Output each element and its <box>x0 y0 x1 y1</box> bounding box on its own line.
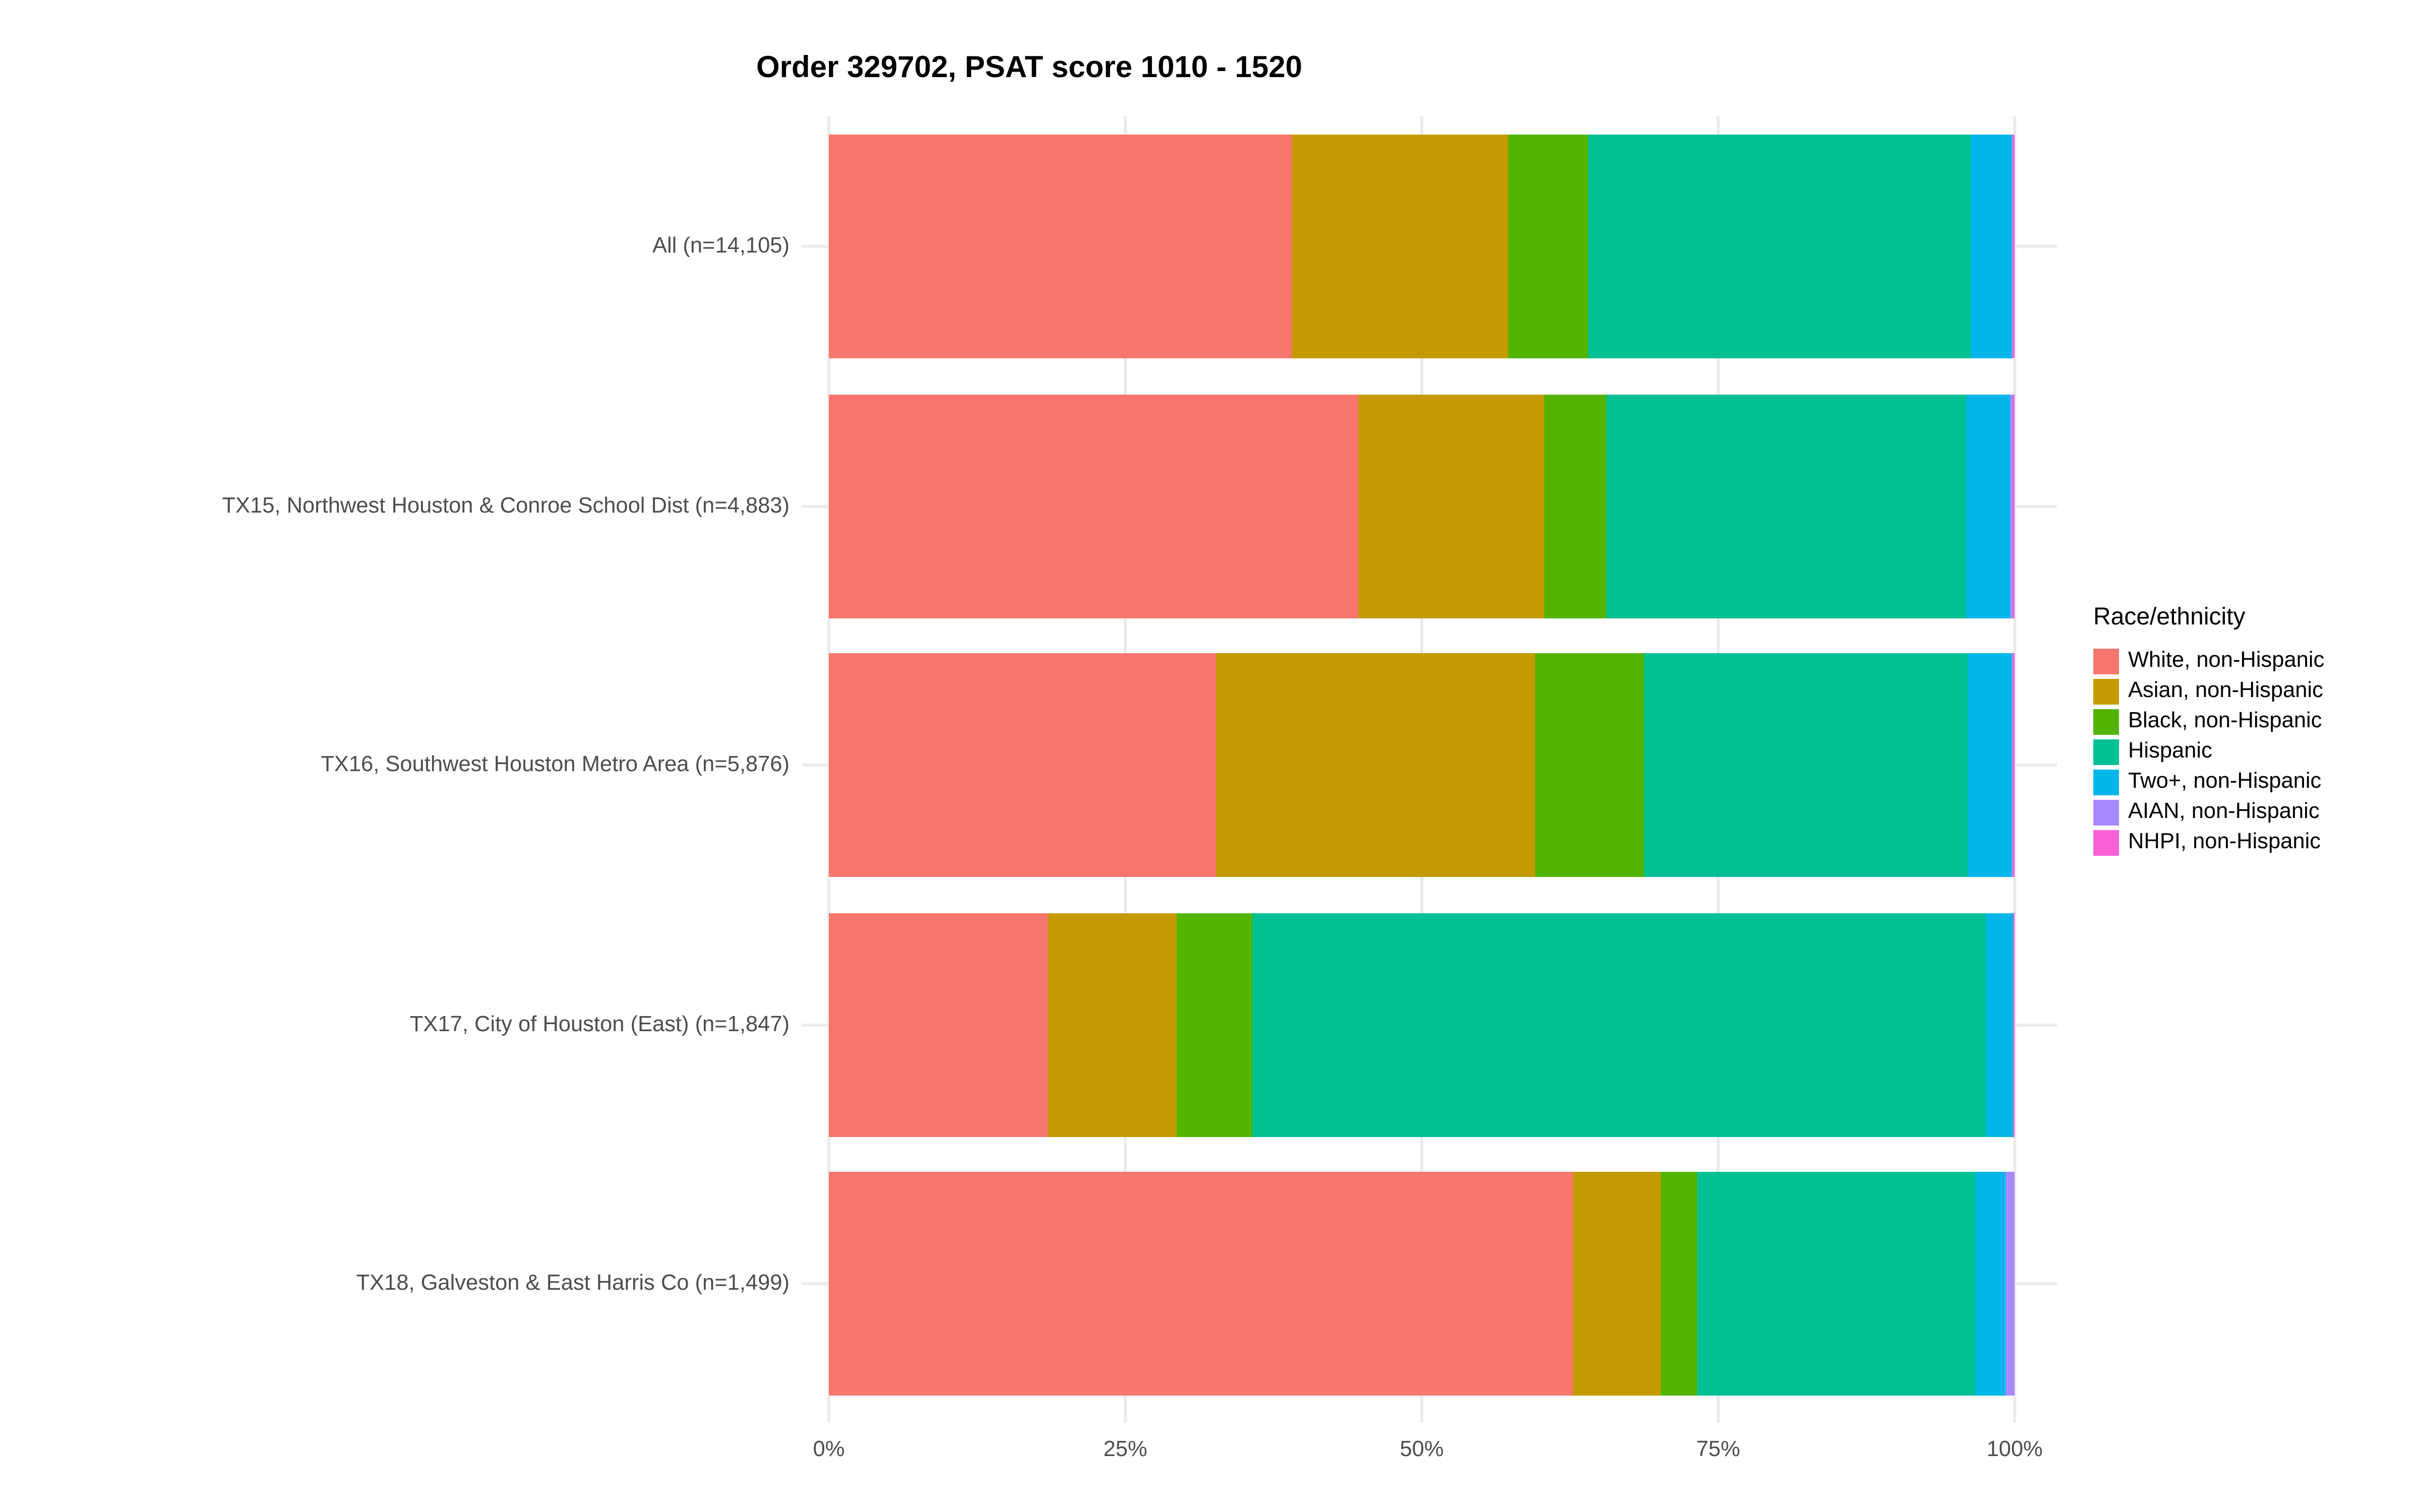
bar-segment-nhpi-non-hispanic <box>2013 135 2015 358</box>
bar-segment-white-non-hispanic <box>829 394 1358 618</box>
legend-label: NHPI, non-Hispanic <box>2128 830 2321 854</box>
bar-segment-white-non-hispanic <box>829 912 1049 1137</box>
legend-label: Black, non-Hispanic <box>2128 709 2322 733</box>
x-axis-tick-label: 25% <box>1103 1438 1147 1462</box>
bar-segment-twoplus-non-hispanic <box>1967 653 2011 877</box>
bar-segment-hispanic <box>1645 653 1967 877</box>
bar-segment-asian-non-hispanic <box>1572 1172 1660 1396</box>
legend-label: AIAN, non-Hispanic <box>2128 800 2320 824</box>
legend-label: White, non-Hispanic <box>2128 649 2325 673</box>
legend-swatch-asian-non-hispanic <box>2093 678 2119 704</box>
bar-row <box>829 135 2015 358</box>
bar-segment-white-non-hispanic <box>829 1172 1572 1396</box>
bar-segment-nhpi-non-hispanic <box>2013 653 2015 877</box>
legend: Race/ethnicity White, non-Hispanic Asian,… <box>2093 605 2324 857</box>
x-axis-tick-label: 100% <box>1986 1438 2043 1462</box>
bar-segment-aian-non-hispanic <box>2011 135 2013 358</box>
legend-label: Hispanic <box>2128 739 2212 764</box>
legend-item-twoplus-non-hispanic: Two+, non-Hispanic <box>2093 767 2324 797</box>
y-axis-category-label: TX17, City of Houston (East) (n=1,847) <box>409 1012 790 1037</box>
bar-segment-white-non-hispanic <box>829 135 1292 358</box>
legend-label: Two+, non-Hispanic <box>2128 770 2322 794</box>
bar-segment-black-non-hispanic <box>1544 394 1606 618</box>
bar-segment-aian-non-hispanic <box>2011 653 2014 877</box>
x-axis-tick-label: 0% <box>813 1438 845 1462</box>
bar-segment-black-non-hispanic <box>1535 653 1645 877</box>
legend-item-nhpi-non-hispanic: NHPI, non-Hispanic <box>2093 827 2324 857</box>
bar-row <box>829 912 2015 1137</box>
legend-items: White, non-Hispanic Asian, non-Hispanic Bl… <box>2093 646 2324 857</box>
bar-segment-asian-non-hispanic <box>1048 912 1178 1137</box>
bar-segment-twoplus-non-hispanic <box>1975 1172 2007 1396</box>
bar-segment-white-non-hispanic <box>829 653 1217 877</box>
legend-item-white-non-hispanic: White, non-Hispanic <box>2093 646 2324 676</box>
bar-segment-black-non-hispanic <box>1177 912 1252 1137</box>
y-axis-category-label: All (n=14,105) <box>652 234 790 259</box>
bar-segment-twoplus-non-hispanic <box>1970 135 2011 358</box>
legend-item-black-non-hispanic: Black, non-Hispanic <box>2093 706 2324 736</box>
bar-segment-hispanic <box>1605 394 1966 618</box>
bar-segment-hispanic <box>1588 135 1971 358</box>
x-axis-tick-label: 75% <box>1696 1438 1740 1462</box>
bar-segment-nhpi-non-hispanic <box>2013 394 2015 618</box>
bar-segment-black-non-hispanic <box>1508 135 1588 358</box>
y-axis-category-label: TX18, Galveston & East Harris Co (n=1,49… <box>356 1272 790 1296</box>
legend-item-hispanic: Hispanic <box>2093 736 2324 767</box>
bar-segment-asian-non-hispanic <box>1291 135 1508 358</box>
bar-row <box>829 394 2015 618</box>
legend-item-asian-non-hispanic: Asian, non-Hispanic <box>2093 676 2324 706</box>
legend-swatch-black-non-hispanic <box>2093 708 2119 734</box>
bar-row <box>829 1172 2015 1396</box>
x-axis-tick-label: 50% <box>1400 1438 1444 1462</box>
bar-segment-aian-non-hispanic <box>2006 1172 2015 1396</box>
legend-swatch-aian-non-hispanic <box>2093 799 2119 825</box>
bar-segment-twoplus-non-hispanic <box>1986 912 2014 1137</box>
bar-row <box>829 653 2015 877</box>
bar-segment-aian-non-hispanic <box>2010 394 2013 618</box>
bar-segment-asian-non-hispanic <box>1357 394 1544 618</box>
bar-segment-hispanic <box>1697 1172 1976 1396</box>
y-axis-category-label: TX16, Southwest Houston Metro Area (n=5,… <box>321 753 790 777</box>
grid-line-vertical <box>2013 116 2016 1423</box>
legend-swatch-hispanic <box>2093 738 2119 765</box>
legend-swatch-nhpi-non-hispanic <box>2093 829 2119 855</box>
bar-segment-black-non-hispanic <box>1660 1172 1697 1396</box>
bar-segment-asian-non-hispanic <box>1217 653 1536 877</box>
bar-segment-twoplus-non-hispanic <box>1966 394 2010 618</box>
bar-segment-nhpi-non-hispanic <box>2013 912 2015 1137</box>
chart-title: Order 329702, PSAT score 1010 - 1520 <box>756 51 1302 85</box>
bar-segment-hispanic <box>1252 912 1986 1137</box>
legend-title: Race/ethnicity <box>2093 605 2246 631</box>
y-axis-category-label: TX15, Northwest Houston & Conroe School … <box>222 493 790 518</box>
legend-swatch-twoplus-non-hispanic <box>2093 769 2119 795</box>
legend-item-aian-non-hispanic: AIAN, non-Hispanic <box>2093 797 2324 827</box>
legend-label: Asian, non-Hispanic <box>2128 679 2323 703</box>
legend-swatch-white-non-hispanic <box>2093 648 2119 674</box>
